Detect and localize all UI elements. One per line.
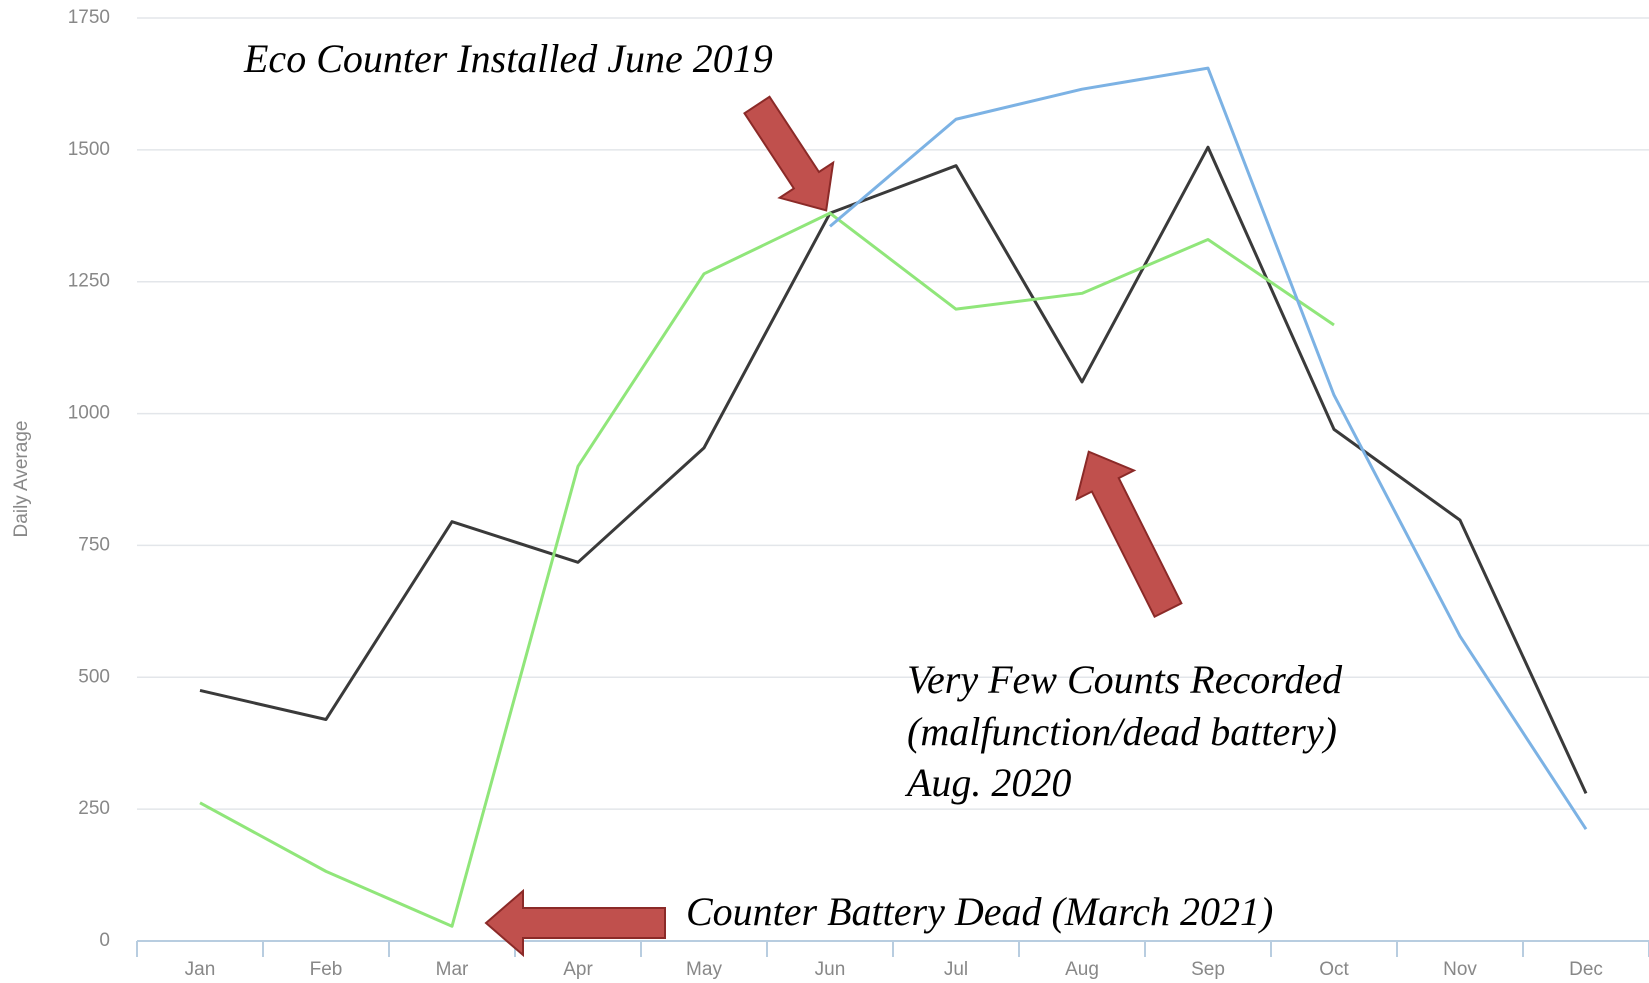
y-tick-label: 1500 [68,139,110,160]
annotation: (malfunction/dead battery) [907,709,1337,754]
x-tick-label: Nov [1443,959,1477,980]
x-tick-label: Feb [310,959,343,980]
x-tick-label: Apr [563,959,593,980]
arrow [484,888,666,958]
y-axis-label: Daily Average [11,421,32,538]
lines [199,66,1588,928]
annotation: Counter Battery Dead (March 2021) [686,889,1273,934]
y-tick-label: 500 [78,666,110,687]
series-line [199,211,1335,928]
y-tick-label: 1000 [68,403,110,424]
annotation: Very Few Counts Recorded [907,657,1343,702]
y-tick-label: 1250 [68,271,110,292]
x-tick-label: Jun [815,959,846,980]
x-tick-label: May [686,959,722,980]
x-tick-label: Mar [436,959,469,980]
x-tick-label: Aug [1065,959,1099,980]
y-tick-label: 250 [78,798,110,819]
arrow [743,95,835,212]
series-line [199,145,1588,794]
y-tick-label: 750 [78,534,110,555]
x-tick-label: Dec [1569,959,1603,980]
y-tick-label: 0 [99,930,110,951]
grid: 0 250 500 750 1000 1250 1500 1750 Jan Feb Mar Apr Ma… [68,7,1649,980]
arrow [1075,450,1183,619]
annotation: Eco Counter Installed June 2019 [243,36,773,81]
annotation: Aug. 2020 [904,760,1071,805]
x-tick-label: Jan [185,959,216,980]
arrows [484,95,1183,958]
series-line [829,66,1588,831]
x-tick-label: Jul [944,959,968,980]
x-tick-label: Oct [1319,959,1349,980]
x-tick-label: Sep [1191,959,1225,980]
y-tick-label: 1750 [68,7,110,28]
